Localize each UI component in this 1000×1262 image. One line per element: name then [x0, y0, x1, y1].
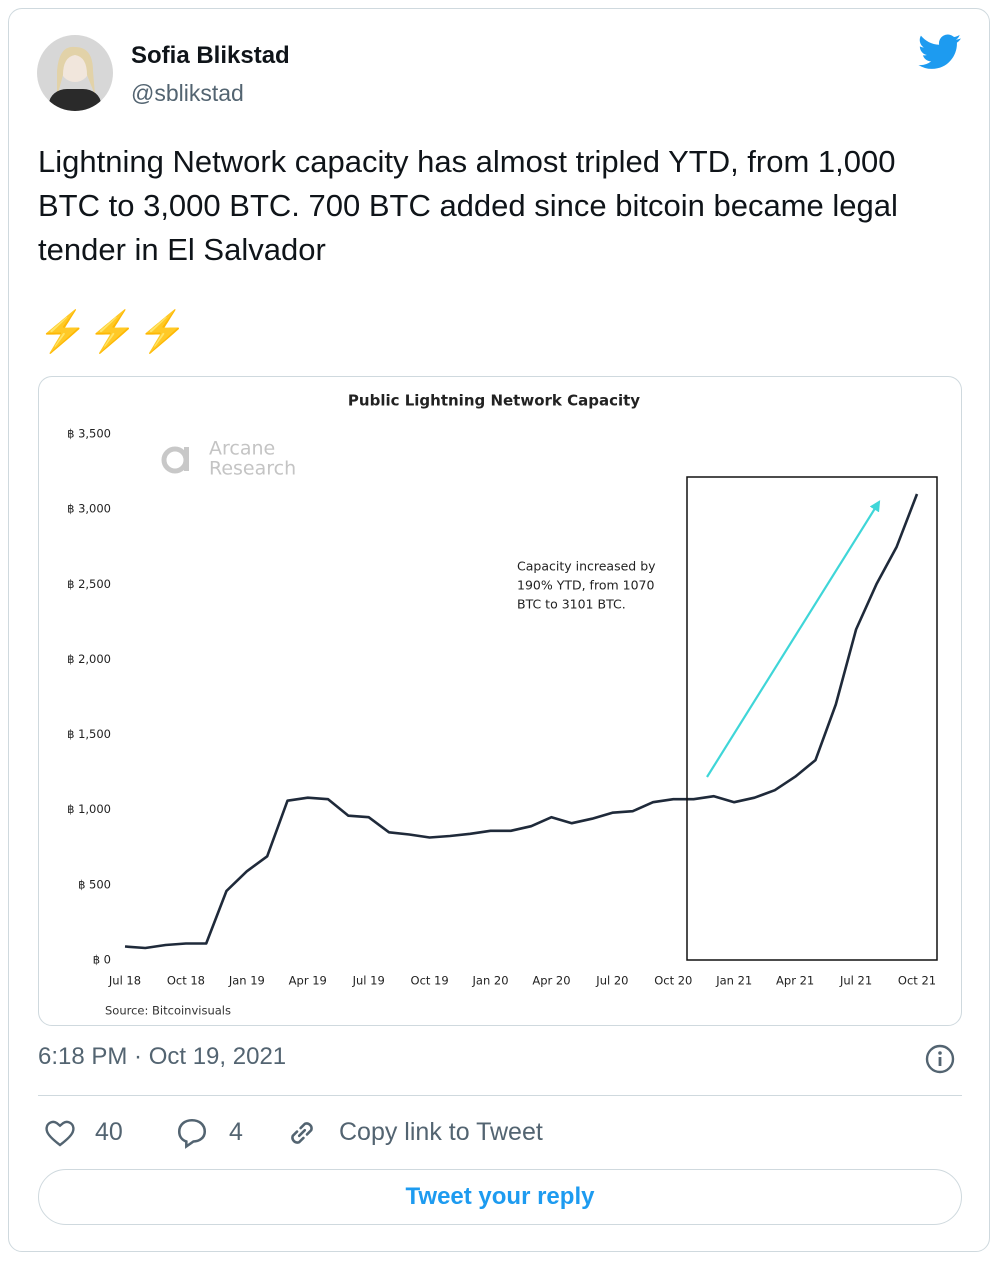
reply-button[interactable]: Tweet your reply — [38, 1169, 962, 1225]
x-tick-label: Jan 20 — [472, 974, 509, 988]
like-count[interactable]: 40 — [95, 1118, 123, 1146]
reply-count[interactable]: 4 — [229, 1118, 243, 1146]
watermark-text: Research — [209, 458, 296, 480]
x-tick-label: Oct 19 — [411, 974, 449, 988]
y-tick-label: ฿ 500 — [78, 877, 111, 891]
trend-arrow — [706, 500, 881, 778]
media-card[interactable]: Public Lightning Network Capacity Arcane R… — [38, 376, 962, 1026]
chart: Public Lightning Network Capacity ArcaneR… — [67, 392, 938, 1018]
tweet-card — [8, 8, 990, 1252]
divider — [38, 1095, 962, 1096]
x-tick-label: Oct 18 — [167, 974, 205, 988]
tweet-emoji: ⚡⚡⚡ — [38, 310, 188, 354]
x-tick-label: Jan 21 — [715, 974, 752, 988]
data-line — [124, 493, 919, 950]
annotation-text: BTC to 3101 BTC. — [517, 597, 626, 612]
watermark-text: Arcane — [209, 438, 275, 460]
avatar[interactable] — [37, 35, 113, 111]
x-tick-label: Jul 21 — [839, 974, 872, 988]
y-tick-label: ฿ 1,500 — [67, 727, 111, 741]
twitter-logo[interactable] — [918, 34, 962, 70]
y-tick-label: ฿ 2,000 — [67, 652, 111, 666]
y-tick-label: ฿ 1,000 — [67, 802, 111, 816]
timestamp[interactable]: 6:18 PM · Oct 19, 2021 — [38, 1043, 287, 1070]
tweet-text: Lightning Network capacity has almost tr… — [38, 144, 898, 267]
info-icon[interactable] — [924, 1043, 956, 1075]
x-tick-label: Oct 20 — [654, 974, 692, 988]
y-tick-label: ฿ 3,500 — [67, 427, 111, 441]
reply-icon[interactable] — [175, 1117, 209, 1149]
y-tick-label: ฿ 3,000 — [67, 502, 111, 516]
x-tick-label: Jul 18 — [108, 974, 141, 988]
copy-link[interactable]: Copy link to Tweet — [339, 1118, 543, 1146]
x-tick-label: Jan 19 — [228, 974, 265, 988]
author-handle[interactable]: @sblikstad — [131, 80, 244, 106]
link-icon[interactable] — [285, 1116, 319, 1150]
highlight-box — [686, 476, 938, 961]
author-name[interactable]: Sofia Blikstad — [131, 42, 290, 69]
y-tick-label: ฿ 0 — [93, 953, 111, 967]
annotation-text: 190% YTD, from 1070 — [517, 578, 654, 593]
x-tick-label: Jul 19 — [352, 974, 385, 988]
x-tick-label: Jul 20 — [595, 974, 628, 988]
y-tick-label: ฿ 2,500 — [67, 577, 111, 591]
x-tick-label: Apr 21 — [776, 974, 814, 988]
annotation-text: Capacity increased by — [517, 559, 656, 574]
x-tick-label: Apr 19 — [289, 974, 327, 988]
watermark-logo — [161, 446, 189, 474]
chart-title: Public Lightning Network Capacity — [348, 392, 640, 410]
x-tick-label: Apr 20 — [532, 974, 570, 988]
x-tick-label: Oct 21 — [898, 974, 936, 988]
source-note: Source: Bitcoinvisuals — [105, 1004, 231, 1018]
like-icon[interactable] — [44, 1118, 76, 1148]
watermark-logo — [184, 447, 189, 471]
